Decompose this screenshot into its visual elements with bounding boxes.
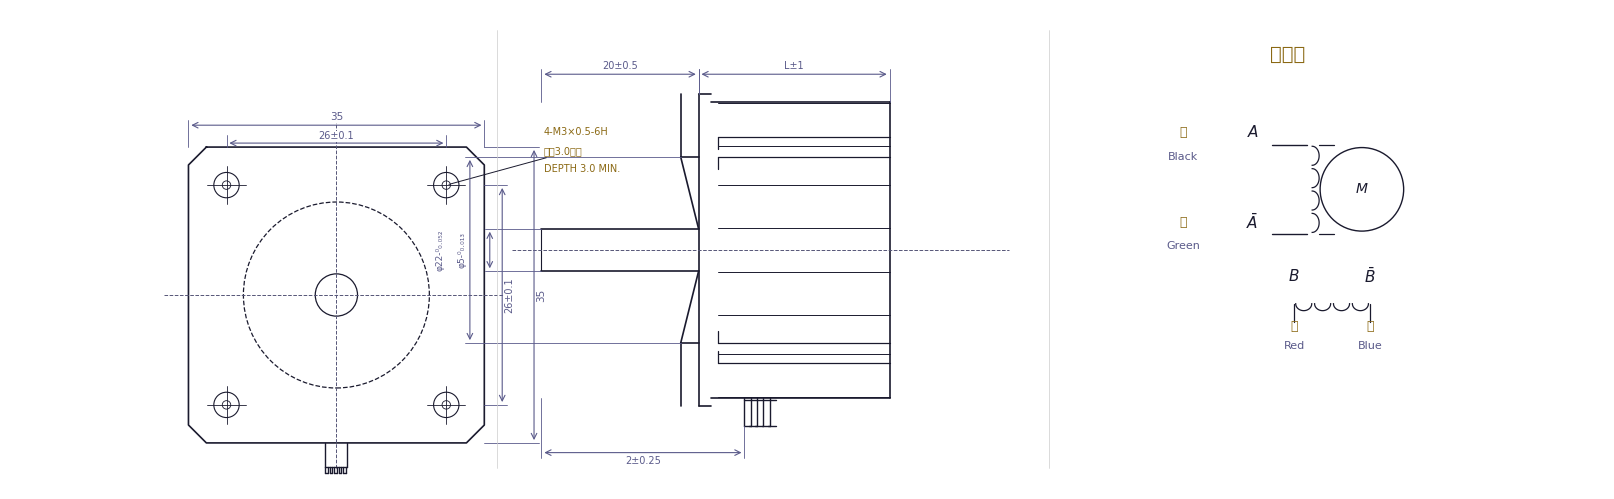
Text: A: A [1246, 125, 1257, 140]
Text: 2±0.25: 2±0.25 [625, 456, 660, 466]
Text: DEPTH 3.0 MIN.: DEPTH 3.0 MIN. [544, 164, 620, 174]
Text: 红: 红 [1290, 320, 1298, 333]
Text: 绿: 绿 [1178, 216, 1186, 229]
Text: B: B [1288, 269, 1299, 284]
Text: 孔深3.0以上: 孔深3.0以上 [544, 146, 583, 156]
Text: M: M [1356, 182, 1367, 196]
Text: 35: 35 [536, 288, 546, 301]
Text: 4-M3×0.5-6H: 4-M3×0.5-6H [544, 127, 608, 137]
Text: 黑: 黑 [1178, 126, 1186, 139]
Text: φ22-⁰₀.₀₅₂: φ22-⁰₀.₀₅₂ [436, 229, 444, 271]
Text: 接线图: 接线图 [1269, 45, 1304, 64]
Text: Blue: Blue [1357, 341, 1382, 351]
Text: Green: Green [1165, 241, 1199, 251]
Text: Black: Black [1167, 152, 1198, 162]
Text: $\bar{B}$: $\bar{B}$ [1364, 267, 1375, 286]
Text: 26±0.1: 26±0.1 [318, 131, 353, 141]
Text: φ5-⁰₀.₀₁₃: φ5-⁰₀.₀₁₃ [457, 232, 466, 268]
Text: Red: Red [1283, 341, 1304, 351]
Text: 20±0.5: 20±0.5 [602, 61, 638, 71]
Text: 26±0.1: 26±0.1 [504, 277, 513, 313]
Text: $\bar{A}$: $\bar{A}$ [1246, 213, 1257, 232]
Text: L±1: L±1 [784, 61, 804, 71]
Text: 蓝: 蓝 [1365, 320, 1374, 333]
Text: 35: 35 [329, 112, 342, 122]
